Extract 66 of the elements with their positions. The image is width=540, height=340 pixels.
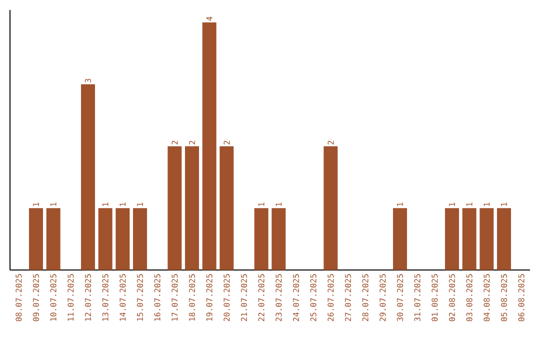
bar xyxy=(168,146,182,270)
data-label: 1 xyxy=(33,202,39,206)
x-tick-label: 27.07.2025 xyxy=(344,274,352,322)
x-tick-label: 28.07.2025 xyxy=(362,274,368,322)
x-tick-label: 09.07.2025 xyxy=(32,274,40,322)
data-label: 1 xyxy=(276,202,282,206)
bar xyxy=(116,208,130,270)
x-tick-label: 29.07.2025 xyxy=(380,274,386,322)
bar xyxy=(46,208,60,270)
x-tick-label: 26.07.2025 xyxy=(328,274,334,322)
data-label: 4 xyxy=(206,16,212,21)
x-tick-label: 12.07.2025 xyxy=(84,274,92,321)
bar xyxy=(202,22,216,270)
x-tick-label: 08.07.2025 xyxy=(16,274,22,322)
x-tick-label: 13.07.2025 xyxy=(102,274,108,321)
x-tick-label: 24.07.2025 xyxy=(292,274,300,322)
x-tick-label: 20.07.2025 xyxy=(224,274,230,322)
bar xyxy=(220,146,234,270)
x-tick-label: 04.08.2025 xyxy=(484,274,490,322)
bar xyxy=(98,208,112,270)
x-tick-label: 30.07.2025 xyxy=(396,274,404,322)
bar xyxy=(393,208,407,270)
x-tick-label: 19.07.2025 xyxy=(206,274,212,321)
data-label: 1 xyxy=(397,202,403,206)
x-tick-label: 16.07.2025 xyxy=(154,274,160,321)
bar xyxy=(324,146,338,270)
x-tick-label: 11.07.2025 xyxy=(68,274,74,321)
x-tick-label: 25.07.2025 xyxy=(310,274,316,322)
x-tick-label: 10.07.2025 xyxy=(50,274,56,321)
bar xyxy=(497,208,512,270)
bar xyxy=(480,208,494,270)
data-label: 1 xyxy=(466,202,472,206)
bar xyxy=(462,208,476,270)
data-label: 1 xyxy=(501,202,507,206)
bar xyxy=(254,208,268,270)
bar xyxy=(272,208,286,270)
data-label: 2 xyxy=(224,140,230,144)
bar xyxy=(445,208,460,270)
x-tick-label: 31.07.2025 xyxy=(414,274,420,322)
data-label: 1 xyxy=(137,202,143,206)
x-tick-label: 05.08.2025 xyxy=(500,274,508,322)
x-tick-label: 15.07.2025 xyxy=(136,274,144,321)
bar xyxy=(81,84,95,270)
data-label: 2 xyxy=(172,140,178,144)
x-tick-label: 17.07.2025 xyxy=(172,274,178,321)
x-tick-label: 06.08.2025 xyxy=(518,274,524,322)
data-label: 1 xyxy=(120,202,126,206)
x-tick-label: 21.07.2025 xyxy=(240,274,248,322)
x-tick-label: 03.08.2025 xyxy=(466,274,472,322)
data-label: 1 xyxy=(484,202,490,206)
bar xyxy=(185,146,200,270)
data-label: 2 xyxy=(328,140,334,144)
x-tick-label: 02.08.2025 xyxy=(448,274,456,322)
x-tick-label: 23.07.2025 xyxy=(276,274,282,322)
bar xyxy=(133,208,148,270)
x-tick-label: 01.08.2025 xyxy=(432,274,438,322)
x-tick-label: 18.07.2025 xyxy=(188,274,196,321)
data-label: 3 xyxy=(84,78,92,83)
data-label: 1 xyxy=(258,202,264,206)
data-label: 2 xyxy=(189,140,195,144)
x-tick-label: 22.07.2025 xyxy=(258,274,264,322)
x-tick-label: 14.07.2025 xyxy=(120,274,126,321)
bar xyxy=(29,208,43,270)
data-label: 1 xyxy=(102,202,108,206)
data-label: 1 xyxy=(50,202,56,206)
data-label: 1 xyxy=(449,202,455,206)
